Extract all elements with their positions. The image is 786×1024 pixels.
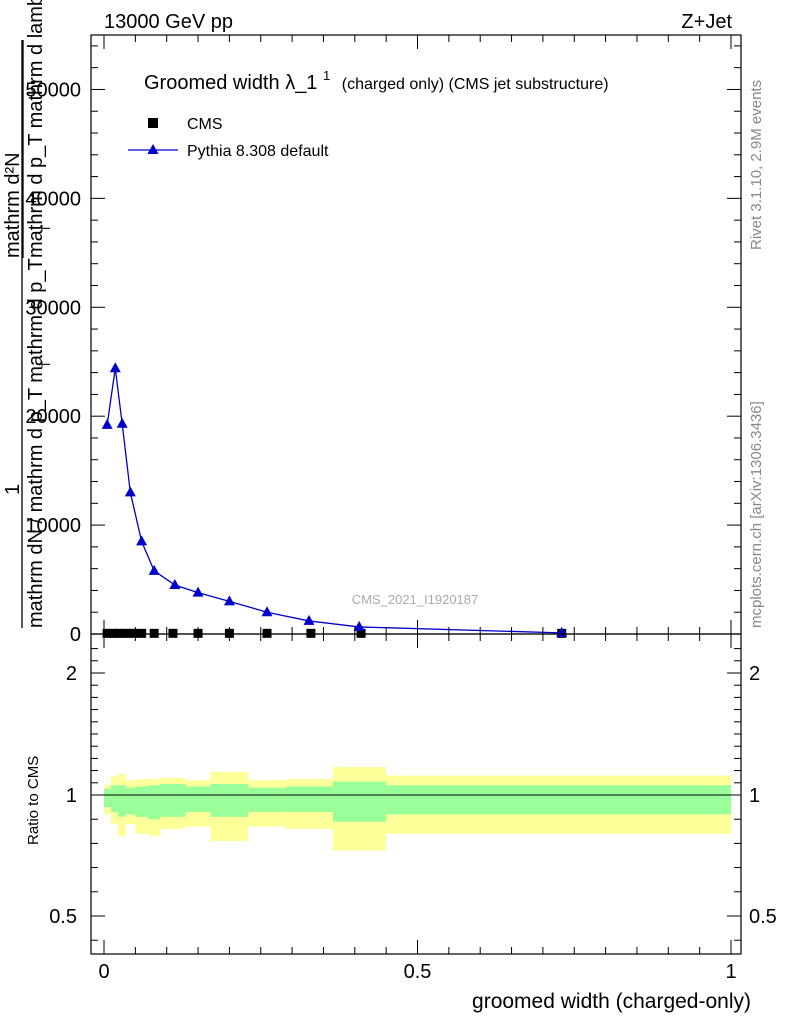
ratio-stat-uncertainty-band <box>285 786 333 812</box>
legend-cms-marker <box>148 118 158 128</box>
ratio-stat-uncertainty-band <box>332 781 387 822</box>
ratio-y-tick-label: 0.5 <box>49 906 77 928</box>
ratio-y-tick-label-right: 1 <box>749 785 760 807</box>
ratio-stat-uncertainty-band <box>147 785 161 820</box>
ratio-stat-uncertainty-band <box>117 785 126 817</box>
pythia-data-point <box>261 606 273 617</box>
legend-cms-label: CMS <box>187 116 223 133</box>
legend: CMS Pythia 8.308 default <box>128 116 329 160</box>
pythia-data-point <box>192 586 204 597</box>
main-y-tick-label: 20000 <box>25 406 81 428</box>
y-label-sub-t2: T <box>39 224 53 232</box>
process-label: Z+Jet <box>681 11 732 33</box>
rivet-version-label: Rivet 3.1.10, 2.9M events <box>748 80 765 250</box>
pythia-data-point <box>353 620 365 631</box>
chart-title-sup: 1 <box>323 68 330 83</box>
y-label-denom-b: mathrm d p_T mathrm d lambda <box>25 0 47 258</box>
main-plot-panel: 0 10000 20000 30000 40000 50000 CMS_2021_I192… <box>2 0 742 646</box>
pythia-data-point <box>148 564 160 575</box>
cms-data-point <box>115 628 125 638</box>
x-axis-label: groomed width (charged-only) <box>472 990 751 1013</box>
ratio-stat-uncertainty-band <box>185 786 211 812</box>
cms-data-point <box>356 628 366 638</box>
ratio-plot-frame <box>90 633 742 955</box>
ratio-y-tick-label-right: 2 <box>749 663 760 685</box>
cms-data-point <box>149 628 159 638</box>
ratio-plot-panel: 0.5 0.5 1 1 2 2 0 0.5 1 Ratio to CMS <box>25 633 777 983</box>
cms-data-point <box>128 628 138 638</box>
ratio-stat-uncertainty-band <box>248 787 286 812</box>
main-y-tick-label: 30000 <box>25 297 81 319</box>
y-label-sub-t1: T <box>39 360 53 368</box>
x-tick-label: 1 <box>725 961 736 983</box>
main-y-tick-label: 50000 <box>25 79 81 101</box>
pythia-data-point <box>124 486 136 497</box>
ratio-y-tick-label: 2 <box>66 663 77 685</box>
pythia-data-point <box>109 362 121 373</box>
ratio-stat-uncertainty-band <box>135 786 148 817</box>
cms-data-point <box>262 628 272 638</box>
ratio-stat-uncertainty-band <box>386 785 731 815</box>
cms-data-point <box>168 628 178 638</box>
ratio-y-tick-label-right: 0.5 <box>749 906 777 928</box>
cms-data-point <box>102 628 112 638</box>
ratio-stat-uncertainty-band <box>104 788 111 808</box>
watermark: CMS_2021_I1920187 <box>352 592 479 607</box>
ratio-stat-uncertainty-band <box>125 787 136 815</box>
legend-pythia-marker <box>147 144 159 154</box>
main-y-tick-label: 10000 <box>25 515 81 537</box>
ratio-stat-uncertainty-band <box>210 784 249 817</box>
chart-title-main: Groomed width <box>144 72 280 94</box>
y-label-one: 1 <box>2 484 24 495</box>
cms-data-point <box>306 628 316 638</box>
chart-title-rest: (charged only) (CMS jet substructure) <box>342 76 609 93</box>
y-label-denominator: mathrm dN / mathrm d p_T mathrm d p_T <box>25 258 47 628</box>
ratio-y-label: Ratio to CMS <box>25 756 42 845</box>
ratio-stat-uncertainty-band <box>110 785 118 812</box>
x-tick-label: 0.5 <box>404 961 432 983</box>
pythia-data-point <box>136 535 148 546</box>
ratio-stat-uncertainty-band <box>160 784 186 817</box>
cms-data-point <box>137 628 147 638</box>
y-label-numerator: mathrm d²N <box>2 152 24 258</box>
source-label: mcplots.cern.ch [arXiv:1306.3436] <box>748 401 765 628</box>
cms-data-point <box>108 628 118 638</box>
chart-title-lambda: λ_1 <box>285 72 317 94</box>
main-y-tick-label: 0 <box>70 624 81 646</box>
pythia-data-point <box>101 418 113 429</box>
pythia-line <box>106 368 562 634</box>
x-tick-label: 0 <box>98 961 109 983</box>
main-y-axis-label: 1 mathrm dN / mathrm d p_T mathrm d p_T … <box>2 0 53 628</box>
pythia-data-point <box>223 595 235 606</box>
cms-data-point <box>121 628 131 638</box>
chart-title: Groomed width λ_1 1 (charged only) (CMS … <box>144 63 609 94</box>
energy-label: 13000 GeV pp <box>104 11 233 33</box>
pythia-data-point <box>303 614 315 625</box>
pythia-data-point <box>169 578 181 589</box>
legend-pythia-label: Pythia 8.308 default <box>187 143 329 160</box>
pythia-data-point <box>116 417 128 428</box>
ratio-y-tick-label: 1 <box>66 785 77 807</box>
main-y-tick-label: 40000 <box>25 188 81 210</box>
